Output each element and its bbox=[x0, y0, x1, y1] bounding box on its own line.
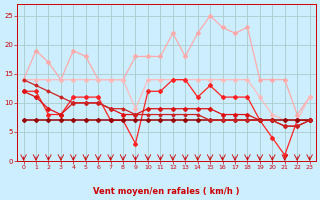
X-axis label: Vent moyen/en rafales ( km/h ): Vent moyen/en rafales ( km/h ) bbox=[93, 187, 240, 196]
